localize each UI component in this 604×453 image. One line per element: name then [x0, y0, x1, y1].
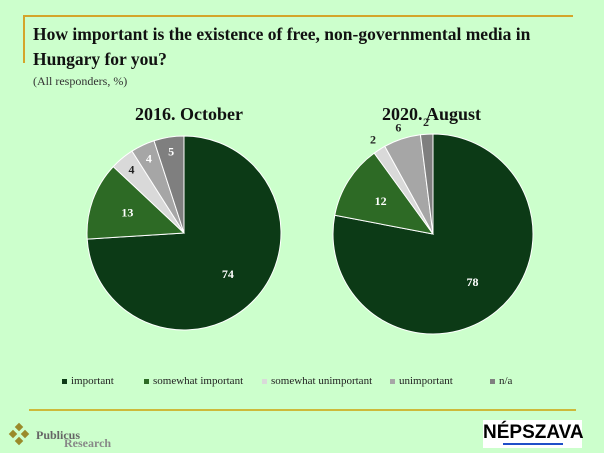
- data-label: 4: [146, 151, 152, 165]
- data-label: 2: [423, 115, 429, 129]
- pie-slice-somewhat-important: [334, 152, 435, 235]
- legend-label: unimportant: [399, 375, 453, 387]
- data-label: 4: [128, 162, 134, 176]
- chart-subtitle: (All responders, %): [33, 74, 128, 88]
- legend-label: somewhat unimportant: [271, 375, 373, 387]
- legend-label: important: [71, 375, 114, 387]
- legend-item: important: [62, 375, 114, 387]
- data-label: 13: [121, 206, 133, 220]
- legend-swatch: [144, 378, 149, 384]
- data-label: 2: [370, 132, 376, 146]
- chart-title: How important is the existence of free, …: [33, 24, 531, 69]
- pie-title-2016: 2016. October: [135, 104, 243, 124]
- legend-swatch: [62, 378, 67, 384]
- data-label: 78: [467, 275, 479, 289]
- accent-line: [23, 15, 25, 63]
- data-label: 6: [395, 120, 401, 134]
- pie-slice-somewhat-important: [86, 165, 186, 240]
- data-label: 12: [375, 194, 387, 208]
- accent-line: [23, 15, 573, 17]
- publicus-logo: Publicus Research: [8, 422, 128, 452]
- legend-label: n/a: [499, 375, 513, 387]
- legend-swatch: [262, 378, 267, 384]
- pie-slice-n-a: [153, 135, 185, 234]
- nepszava-logo: NÉPSZAVA: [483, 420, 584, 448]
- pie-slice-n-a: [419, 133, 434, 235]
- publicus-text: Publicus: [36, 428, 80, 442]
- data-label: 5: [168, 145, 174, 159]
- legend-item: unimportant: [390, 375, 453, 387]
- legend-item: somewhat unimportant: [262, 375, 372, 387]
- pie-title-2020: 2020. August: [382, 104, 482, 124]
- legend-item: somewhat important: [144, 375, 243, 387]
- divider: [29, 409, 576, 411]
- data-label: 74: [222, 267, 234, 281]
- legend-item: n/a: [490, 375, 512, 387]
- legend-swatch: [490, 378, 495, 384]
- legend-label: somewhat important: [153, 375, 244, 387]
- legend-swatch: [390, 378, 395, 384]
- svg-text:Research: Research: [64, 436, 111, 448]
